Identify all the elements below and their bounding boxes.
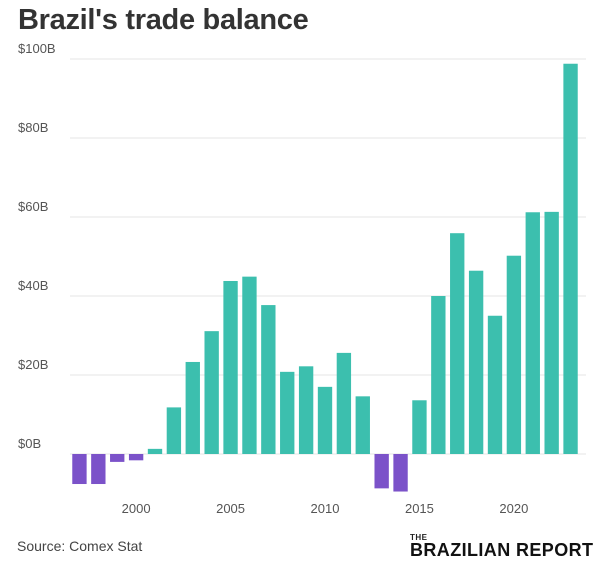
source-note: Source: Comex Stat xyxy=(17,538,143,554)
y-tick-label: $40B xyxy=(18,278,48,293)
bar-2010 xyxy=(317,386,333,454)
bar-2008 xyxy=(280,371,295,454)
bars xyxy=(72,63,578,492)
x-tick-label: 2015 xyxy=(405,501,434,516)
bar-2006 xyxy=(242,276,257,454)
bar-2022 xyxy=(544,211,559,454)
x-tick-label: 2010 xyxy=(311,501,340,516)
y-axis-tick-labels: $0B $20B $40B $60B $80B $100B xyxy=(18,41,56,451)
publisher-logo: THE BRAZILIAN REPORT xyxy=(410,533,596,561)
bar-2005 xyxy=(223,280,238,454)
bar-2002 xyxy=(166,407,182,454)
bar-2007 xyxy=(261,305,276,454)
bar-2020 xyxy=(506,255,522,454)
bar-2012 xyxy=(355,396,370,454)
x-tick-label: 2000 xyxy=(122,501,151,516)
bar-2019 xyxy=(487,315,503,454)
bar-2018 xyxy=(468,270,484,454)
bar-2000 xyxy=(128,454,144,461)
bar-2003 xyxy=(185,361,200,454)
bar-1999 xyxy=(110,454,125,462)
y-tick-label: $60B xyxy=(18,199,48,214)
bar-2021 xyxy=(525,212,540,454)
bar-2015 xyxy=(412,400,427,454)
bar-1998 xyxy=(91,454,106,485)
bar-1997 xyxy=(72,454,87,485)
x-tick-label: 2005 xyxy=(216,501,245,516)
bar-2013 xyxy=(374,454,389,489)
bar-2023 xyxy=(563,63,578,455)
bar-2017 xyxy=(450,233,465,454)
bar-2001 xyxy=(147,448,163,454)
y-tick-label: $80B xyxy=(18,120,48,135)
bar-2016 xyxy=(431,296,446,454)
logo-main-text: BRAZILIAN REPORT xyxy=(410,540,594,560)
bar-2004 xyxy=(204,331,219,454)
bar-2014 xyxy=(393,454,408,492)
y-tick-label: $100B xyxy=(18,41,56,56)
chart-title: Brazil's trade balance xyxy=(18,4,309,36)
y-tick-label: $20B xyxy=(18,357,48,372)
x-tick-label: 2020 xyxy=(499,501,528,516)
x-axis-tick-labels: 2000 2005 2010 2015 2020 xyxy=(122,501,529,516)
logo-small-text: THE xyxy=(410,533,428,542)
y-tick-label: $0B xyxy=(18,436,41,451)
bar-2011 xyxy=(336,352,352,454)
bar-chart: $0B $20B $40B $60B $80B $100B 2000 2005 2010 201… xyxy=(18,41,586,516)
bar-2009 xyxy=(298,366,314,454)
